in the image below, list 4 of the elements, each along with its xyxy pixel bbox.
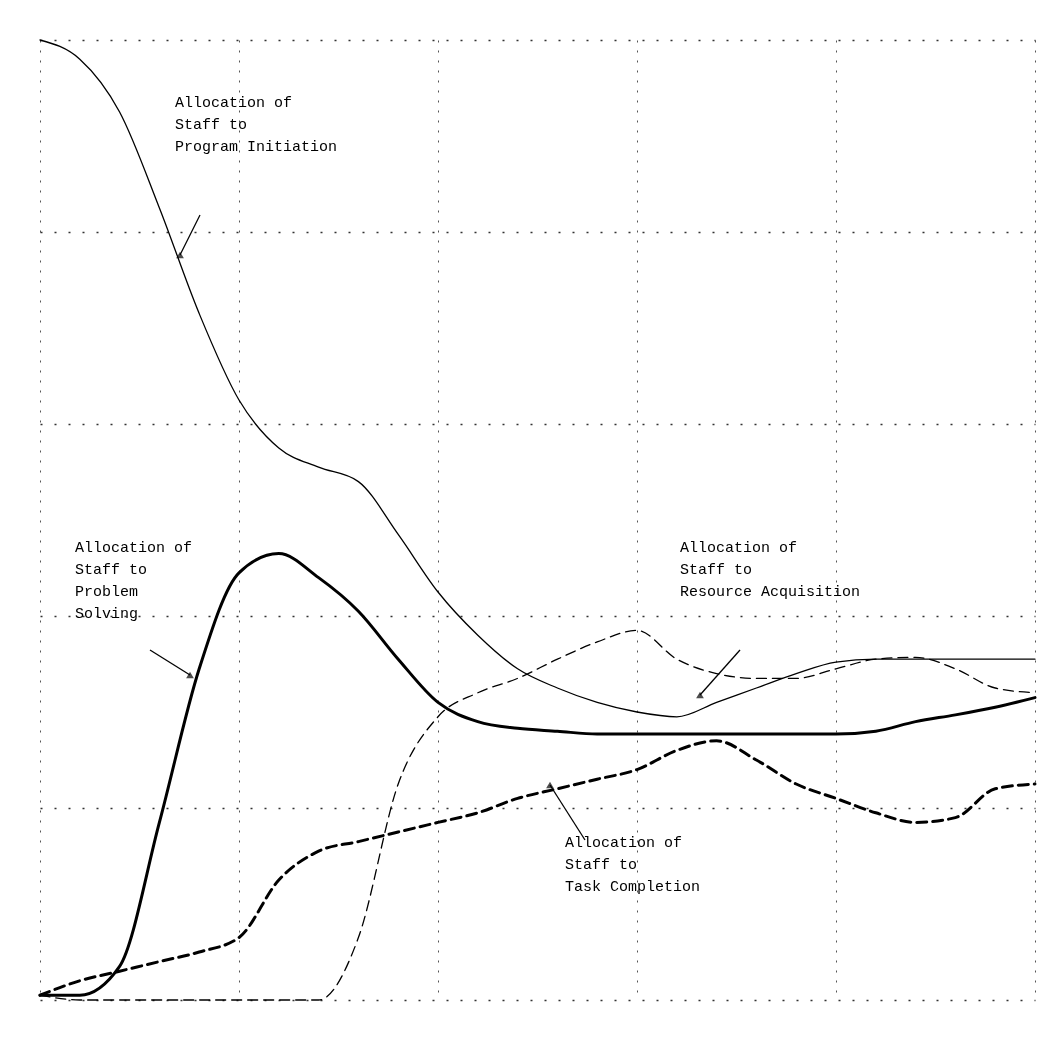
annotation: Allocation of Staff to Problem Solving bbox=[75, 540, 193, 623]
annotation: Allocation of Staff to Task Completion bbox=[565, 835, 701, 896]
annotation: Allocation of Staff to Program Initiation bbox=[175, 95, 338, 156]
annotation: Allocation of Staff to Resource Acquisition bbox=[680, 540, 861, 601]
